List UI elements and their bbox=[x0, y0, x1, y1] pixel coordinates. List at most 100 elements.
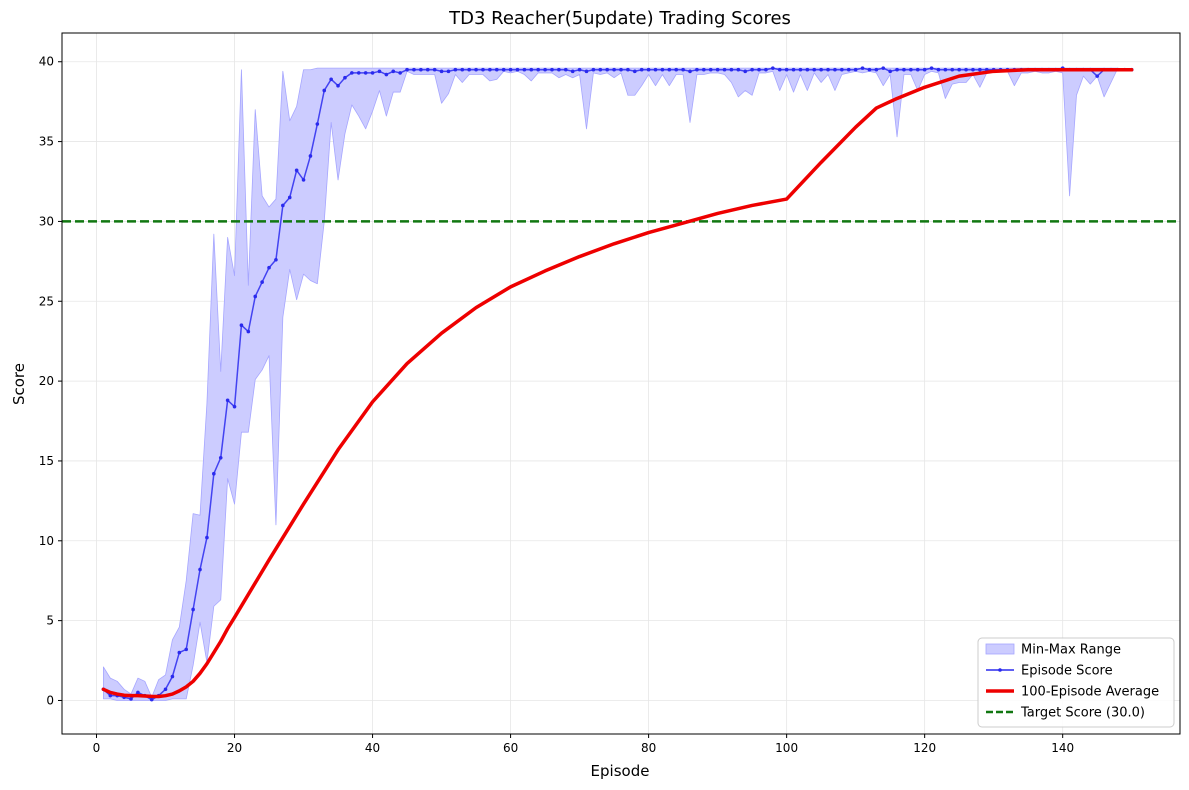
x-tick-label: 140 bbox=[1051, 741, 1074, 755]
episode-score-point bbox=[329, 77, 333, 82]
episode-score-point bbox=[674, 67, 679, 72]
episode-score-point bbox=[494, 67, 499, 72]
episode-score-point bbox=[570, 69, 575, 74]
episode-score-point bbox=[453, 67, 458, 72]
episode-score-point bbox=[681, 67, 685, 72]
x-tick-label: 0 bbox=[93, 741, 101, 755]
plot-frame bbox=[61, 32, 1181, 735]
episode-score-point bbox=[867, 67, 872, 72]
episode-score-point bbox=[467, 67, 471, 72]
episode-score-point bbox=[267, 265, 271, 270]
episode-score-point bbox=[853, 67, 858, 72]
episode-score-point bbox=[708, 67, 713, 72]
episode-score-point bbox=[805, 67, 810, 72]
episode-score-point bbox=[239, 323, 244, 328]
episode-score-point bbox=[205, 535, 209, 540]
episode-score-point bbox=[715, 67, 720, 72]
episode-score-point bbox=[915, 67, 920, 72]
episode-score-point bbox=[363, 71, 368, 75]
episode-score-point bbox=[695, 67, 699, 72]
episode-score-point bbox=[225, 398, 230, 403]
episode-score-point bbox=[750, 67, 754, 72]
episode-score-point bbox=[557, 67, 561, 72]
episode-score-point bbox=[909, 67, 913, 72]
episode-score-point bbox=[446, 69, 451, 74]
episode-score-point bbox=[149, 697, 154, 702]
y-tick-label: 20 bbox=[39, 374, 54, 388]
episode-score-point bbox=[874, 67, 879, 72]
legend: Min-Max Range Episode Score 100-Episode Av… bbox=[977, 637, 1175, 728]
y-tick-label: 15 bbox=[39, 454, 54, 468]
y-tick-label: 0 bbox=[46, 693, 54, 707]
episode-score-point bbox=[936, 67, 941, 72]
episode-score-point bbox=[826, 67, 830, 72]
episode-score-point bbox=[136, 690, 140, 695]
episode-score-point bbox=[902, 67, 906, 72]
episode-score-point bbox=[350, 71, 354, 75]
x-tick-label: 20 bbox=[227, 741, 242, 755]
episode-score-point bbox=[784, 67, 789, 72]
episode-score-point bbox=[978, 67, 982, 72]
episode-score-point bbox=[308, 154, 313, 158]
episode-score-point bbox=[819, 67, 823, 72]
episode-score-point bbox=[232, 404, 237, 409]
episode-score-point bbox=[460, 67, 465, 72]
episode-score-point bbox=[563, 67, 568, 72]
legend-swatch-range bbox=[985, 643, 1015, 655]
episode-score-point bbox=[619, 67, 623, 72]
episode-score-point bbox=[129, 697, 133, 701]
episode-score-point bbox=[281, 203, 285, 208]
episode-score-point bbox=[163, 687, 168, 692]
episode-score-point bbox=[253, 294, 258, 299]
episode-score-point bbox=[419, 67, 423, 72]
episode-score-point bbox=[405, 67, 409, 72]
legend-label: Min-Max Range bbox=[1021, 643, 1121, 658]
episode-score-point bbox=[577, 67, 582, 72]
episode-score-point bbox=[377, 69, 382, 74]
episode-score-point bbox=[439, 69, 444, 74]
episode-score-point bbox=[881, 66, 886, 70]
episode-score-point bbox=[184, 647, 189, 652]
episode-score-point bbox=[212, 471, 216, 476]
episode-score-point bbox=[170, 674, 175, 679]
y-axis-title: Score bbox=[10, 363, 28, 405]
legend-box bbox=[977, 637, 1175, 728]
episode-score-point bbox=[522, 67, 527, 72]
episode-score-point bbox=[736, 67, 741, 72]
episode-score-point bbox=[508, 67, 513, 72]
x-tick-label: 60 bbox=[503, 741, 518, 755]
episode-score-point bbox=[315, 122, 320, 126]
episode-score-point bbox=[646, 67, 651, 72]
episode-score-point bbox=[536, 67, 540, 72]
episode-score-point bbox=[660, 67, 665, 72]
episode-score-point bbox=[812, 67, 817, 72]
x-tick-label: 120 bbox=[913, 741, 936, 755]
episode-score-point bbox=[246, 329, 251, 334]
episode-score-point bbox=[488, 67, 492, 72]
legend-label: 100-Episode Average bbox=[1021, 685, 1159, 700]
episode-score-point bbox=[626, 67, 630, 72]
y-tick-label: 25 bbox=[39, 294, 54, 308]
episode-score-point bbox=[929, 66, 934, 70]
episode-score-point bbox=[846, 67, 851, 72]
episode-score-point bbox=[653, 67, 658, 72]
series-layer bbox=[62, 66, 1180, 702]
episode-score-point bbox=[474, 67, 478, 72]
average-score-line bbox=[101, 67, 1134, 699]
episode-score-point bbox=[198, 567, 202, 572]
episode-score-point bbox=[584, 69, 589, 74]
episode-score-point bbox=[398, 71, 402, 75]
x-tick-label: 80 bbox=[641, 741, 656, 755]
episode-score-point bbox=[322, 88, 327, 93]
episode-score-point bbox=[860, 66, 865, 70]
episode-score-point bbox=[412, 67, 416, 72]
episode-score-point bbox=[771, 66, 775, 70]
episode-score-point bbox=[612, 67, 616, 72]
episode-score-point bbox=[798, 67, 803, 72]
episode-score-point bbox=[287, 195, 292, 200]
episode-score-point bbox=[633, 69, 637, 74]
y-tick-label: 5 bbox=[46, 614, 54, 628]
episode-score-point bbox=[391, 69, 396, 74]
episode-score-point bbox=[777, 67, 782, 72]
episode-score-point bbox=[688, 69, 692, 74]
